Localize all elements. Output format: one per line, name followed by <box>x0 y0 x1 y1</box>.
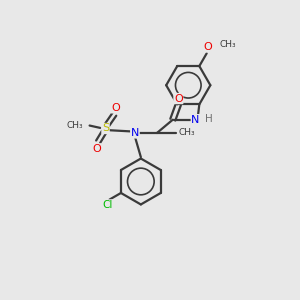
Text: O: O <box>204 42 212 52</box>
Text: S: S <box>102 124 109 134</box>
Text: CH₃: CH₃ <box>178 128 195 137</box>
Text: N: N <box>131 128 139 138</box>
Text: CH₃: CH₃ <box>66 121 83 130</box>
Text: O: O <box>92 144 101 154</box>
Text: Cl: Cl <box>102 200 112 210</box>
Text: O: O <box>111 103 120 113</box>
Text: O: O <box>174 94 183 103</box>
Text: N: N <box>191 115 200 125</box>
Text: CH₃: CH₃ <box>219 40 236 49</box>
Text: H: H <box>205 114 213 124</box>
